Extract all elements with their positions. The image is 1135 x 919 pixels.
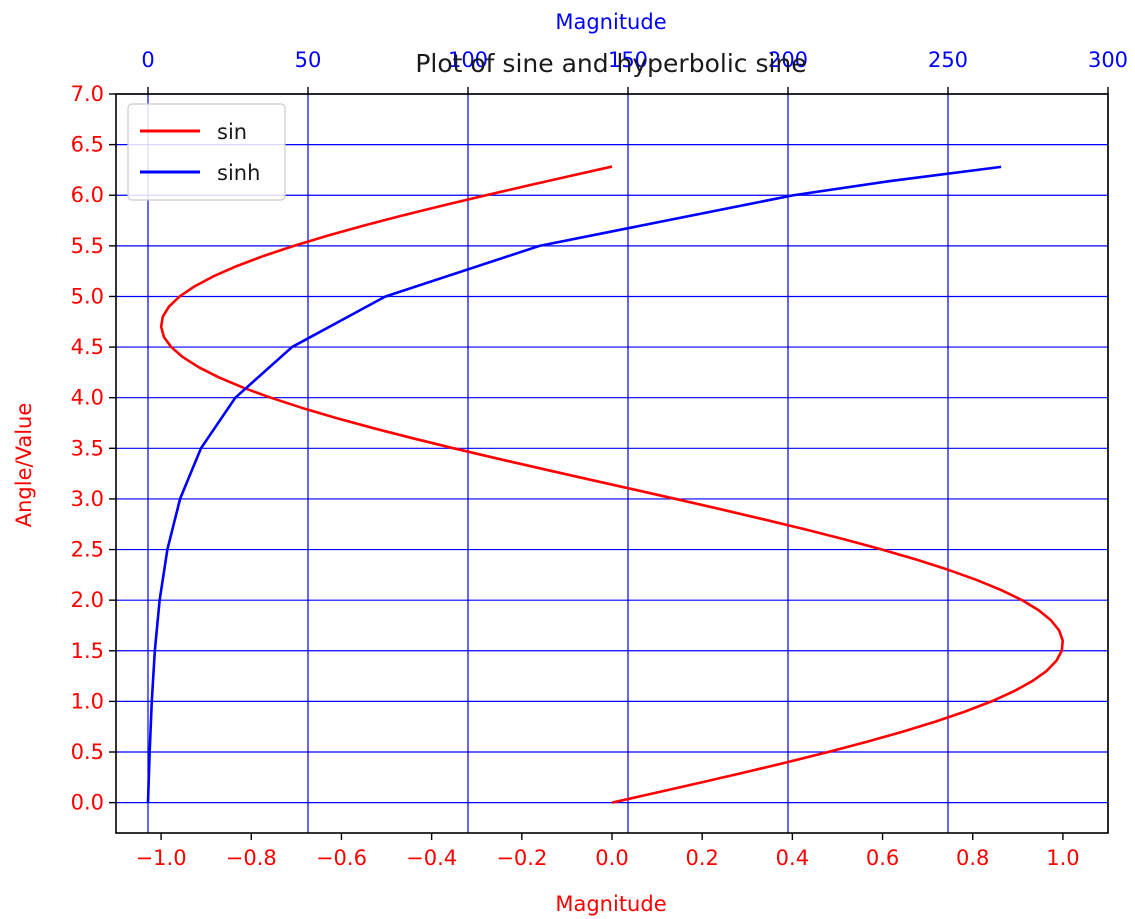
legend-box: [127, 103, 286, 201]
x-bottom-tick-label-5: 0.0: [595, 846, 628, 870]
x-axis-top: 0 50 100 150 200 250 300: [141, 48, 1128, 94]
legend-label-sinh: sinh: [217, 161, 260, 185]
y-tick-label-0: 0.0: [71, 791, 104, 815]
x-bottom-tick-label-10: 1.0: [1046, 846, 1079, 870]
y-tick-label-5: 2.5: [71, 538, 104, 562]
y-tick-label-11: 5.5: [71, 234, 104, 258]
y-tick-label-1: 0.5: [71, 740, 104, 764]
x-bottom-tick-label-4: −0.2: [496, 846, 547, 870]
y-tick-label-3: 1.5: [71, 639, 104, 663]
plot-curves: [146, 165, 1065, 804]
y-tick-label-9: 4.5: [71, 335, 104, 359]
x-axis-bottom: −1.0 −0.8 −0.6 −0.4 −0.2 0.0 0.2 0.4 0.6 0.8 1.0: [136, 833, 1080, 870]
y-axis-label: Angle/Value: [12, 403, 36, 528]
x-top-tick-label-6: 300: [1088, 48, 1128, 72]
x-top-tick-label-3: 150: [608, 48, 648, 72]
x-top-tick-label-5: 250: [928, 48, 968, 72]
y-tick-label-6: 3.0: [71, 487, 104, 511]
y-axis-left: 0.0 0.5 1.0 1.5 2.0 2.5 3.0 3.5 4.0 4.5 5.0 5.5 6.0 6…: [71, 82, 116, 815]
y-tick-label-12: 6.0: [71, 183, 104, 207]
legend: sin sinh: [127, 103, 286, 201]
x-bottom-tick-label-7: 0.4: [776, 846, 809, 870]
x-bottom-tick-label-2: −0.6: [316, 846, 367, 870]
y-tick-label-14: 7.0: [71, 82, 104, 106]
x-top-tick-label-1: 50: [295, 48, 322, 72]
y-tick-label-8: 4.0: [71, 386, 104, 410]
y-tick-label-2: 1.0: [71, 689, 104, 713]
x-bottom-tick-label-0: −1.0: [136, 846, 187, 870]
y-tick-label-10: 5.0: [71, 284, 104, 308]
legend-label-sin: sin: [217, 120, 247, 144]
x-top-tick-label-4: 200: [768, 48, 808, 72]
x-axis-bottom-label: Magnitude: [555, 892, 666, 916]
series-line-sin: [159, 165, 1065, 804]
x-bottom-tick-label-8: 0.6: [866, 846, 899, 870]
y-tick-label-7: 3.5: [71, 436, 104, 460]
x-top-tick-label-2: 100: [448, 48, 488, 72]
x-bottom-tick-label-6: 0.2: [685, 846, 718, 870]
x-top-tick-label-0: 0: [141, 48, 154, 72]
x-bottom-tick-label-9: 0.8: [956, 846, 989, 870]
y-tick-label-13: 6.5: [71, 133, 104, 157]
chart-title: Plot of sine and hyperbolic sine: [415, 49, 806, 78]
y-tick-label-4: 2.0: [71, 588, 104, 612]
x-bottom-tick-label-1: −0.8: [226, 846, 277, 870]
x-bottom-tick-label-3: −0.4: [406, 846, 457, 870]
series-line-sinh: [146, 165, 1002, 803]
x-axis-top-label: Magnitude: [555, 10, 666, 34]
